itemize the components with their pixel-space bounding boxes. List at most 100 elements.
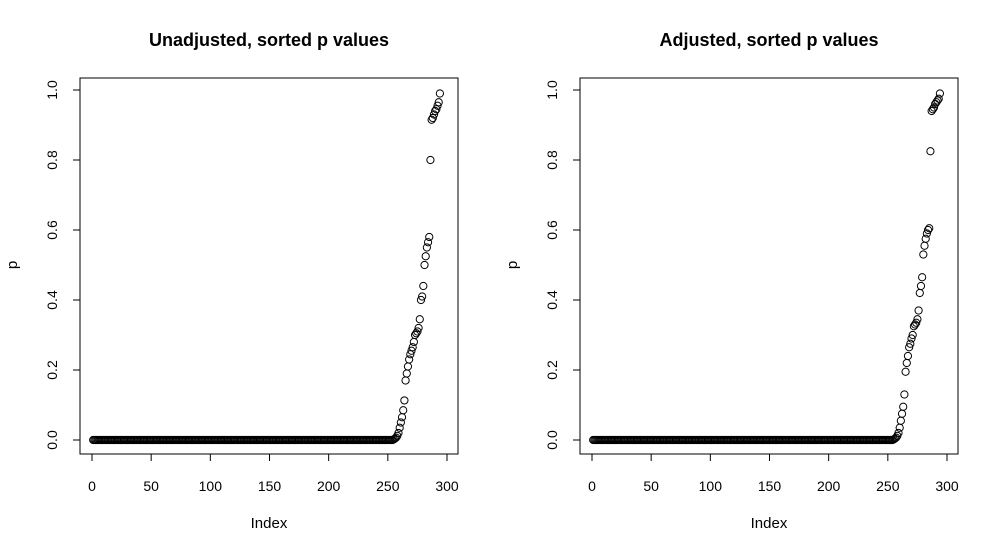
x-tick-label: 100 [199, 478, 223, 494]
right-plot-title: Adjusted, sorted p values [659, 30, 878, 50]
left-data-point [401, 376, 410, 385]
right-data-point [895, 423, 904, 432]
right-data-point [918, 273, 927, 282]
right-data-point [929, 103, 939, 112]
left-data-point [418, 292, 427, 301]
right-data-point [896, 416, 905, 425]
left-plot-title: Unadjusted, sorted p values [149, 30, 389, 50]
left-data-point [403, 362, 413, 371]
right-data-point [899, 402, 908, 411]
right-data-point [933, 96, 942, 105]
y-tick-label: 0.2 [544, 360, 560, 380]
right-data-point [912, 318, 921, 327]
right-data-point [908, 330, 917, 340]
left-data-point [432, 105, 441, 114]
left-data-point [413, 327, 422, 336]
y-tick-label: 1.0 [544, 80, 560, 100]
left-data-point [407, 346, 416, 355]
y-tick-label: 0.8 [44, 150, 60, 170]
left-data-point [408, 343, 417, 352]
y-tick-label: 0.6 [44, 220, 60, 240]
right-data-point [923, 225, 933, 235]
right-data-point [926, 147, 935, 156]
right-data-point [910, 320, 920, 329]
left-data-points [89, 89, 444, 445]
right-data-point [913, 315, 922, 324]
left-data-point [427, 115, 436, 124]
left-data-point [429, 110, 439, 119]
x-tick-label: 0 [88, 478, 96, 494]
right-plot-panel: Adjusted, sorted p values Index p 0 50 100… [504, 30, 959, 532]
y-tick-label: 1.0 [44, 80, 60, 100]
x-tick-label: 250 [376, 478, 400, 494]
left-data-point [400, 396, 409, 405]
left-data-point [428, 113, 437, 123]
left-data-point [397, 413, 407, 422]
left-data-point [402, 369, 411, 378]
left-data-point [412, 329, 421, 338]
left-data-point [419, 281, 428, 291]
x-tick-label: 300 [935, 478, 959, 494]
right-y-axis-label: p [504, 261, 521, 269]
left-data-point [416, 295, 426, 305]
right-data-point [916, 281, 926, 291]
right-x-axis: 0 50 100 150 200 250 300 [588, 454, 959, 494]
right-data-point [901, 367, 910, 376]
left-data-point [425, 232, 434, 242]
left-data-point [426, 155, 435, 165]
left-y-axis-label: p [4, 261, 21, 269]
left-data-point [394, 428, 403, 438]
y-tick-label: 0.4 [544, 290, 560, 310]
right-data-point [934, 94, 943, 103]
x-tick-label: 200 [317, 478, 341, 494]
left-plot-panel: Unadjusted, sorted p values Index p 0 50 1… [4, 30, 459, 532]
right-data-point [894, 428, 903, 438]
right-data-point [928, 105, 937, 114]
right-data-point [922, 229, 931, 238]
x-tick-label: 150 [258, 478, 282, 494]
right-data-point [920, 241, 929, 250]
left-y-axis: 0.0 0.2 0.4 0.6 0.8 1.0 [44, 80, 80, 450]
left-data-point [395, 423, 404, 432]
left-data-point [422, 243, 431, 252]
left-data-point [399, 406, 408, 415]
x-tick-label: 50 [643, 478, 659, 494]
right-data-point [906, 339, 915, 348]
right-data-point [900, 390, 909, 399]
right-data-point [914, 306, 923, 315]
left-data-point [414, 323, 423, 333]
right-data-point [892, 433, 901, 442]
left-data-point [409, 337, 418, 347]
right-data-point [915, 288, 924, 298]
left-data-point [392, 433, 401, 442]
left-data-point [415, 315, 424, 324]
right-data-point [907, 334, 916, 343]
right-data-point [903, 351, 913, 361]
right-data-point [921, 234, 930, 243]
y-tick-label: 0.0 [544, 430, 560, 450]
left-plot-frame [79, 77, 459, 455]
right-data-point [902, 358, 911, 368]
left-data-point [406, 350, 415, 359]
left-data-point [434, 98, 443, 107]
y-tick-label: 0.6 [544, 220, 560, 240]
right-data-point [919, 250, 928, 259]
right-data-points [589, 89, 945, 445]
right-plot-frame [579, 77, 959, 455]
left-x-axis: 0 50 100 150 200 250 300 [88, 454, 459, 494]
left-data-point [433, 101, 442, 110]
left-data-point [420, 260, 429, 270]
x-tick-label: 250 [876, 478, 900, 494]
right-data-point [925, 224, 934, 233]
right-data-point [935, 89, 945, 98]
x-tick-label: 50 [143, 478, 159, 494]
right-data-point [897, 409, 907, 418]
x-tick-label: 300 [435, 478, 459, 494]
left-data-point [405, 355, 414, 364]
y-tick-label: 0.4 [44, 290, 60, 310]
x-tick-label: 0 [588, 478, 596, 494]
y-tick-label: 0.2 [44, 360, 60, 380]
y-tick-label: 0.0 [44, 430, 60, 450]
right-x-axis-label: Index [751, 515, 788, 532]
